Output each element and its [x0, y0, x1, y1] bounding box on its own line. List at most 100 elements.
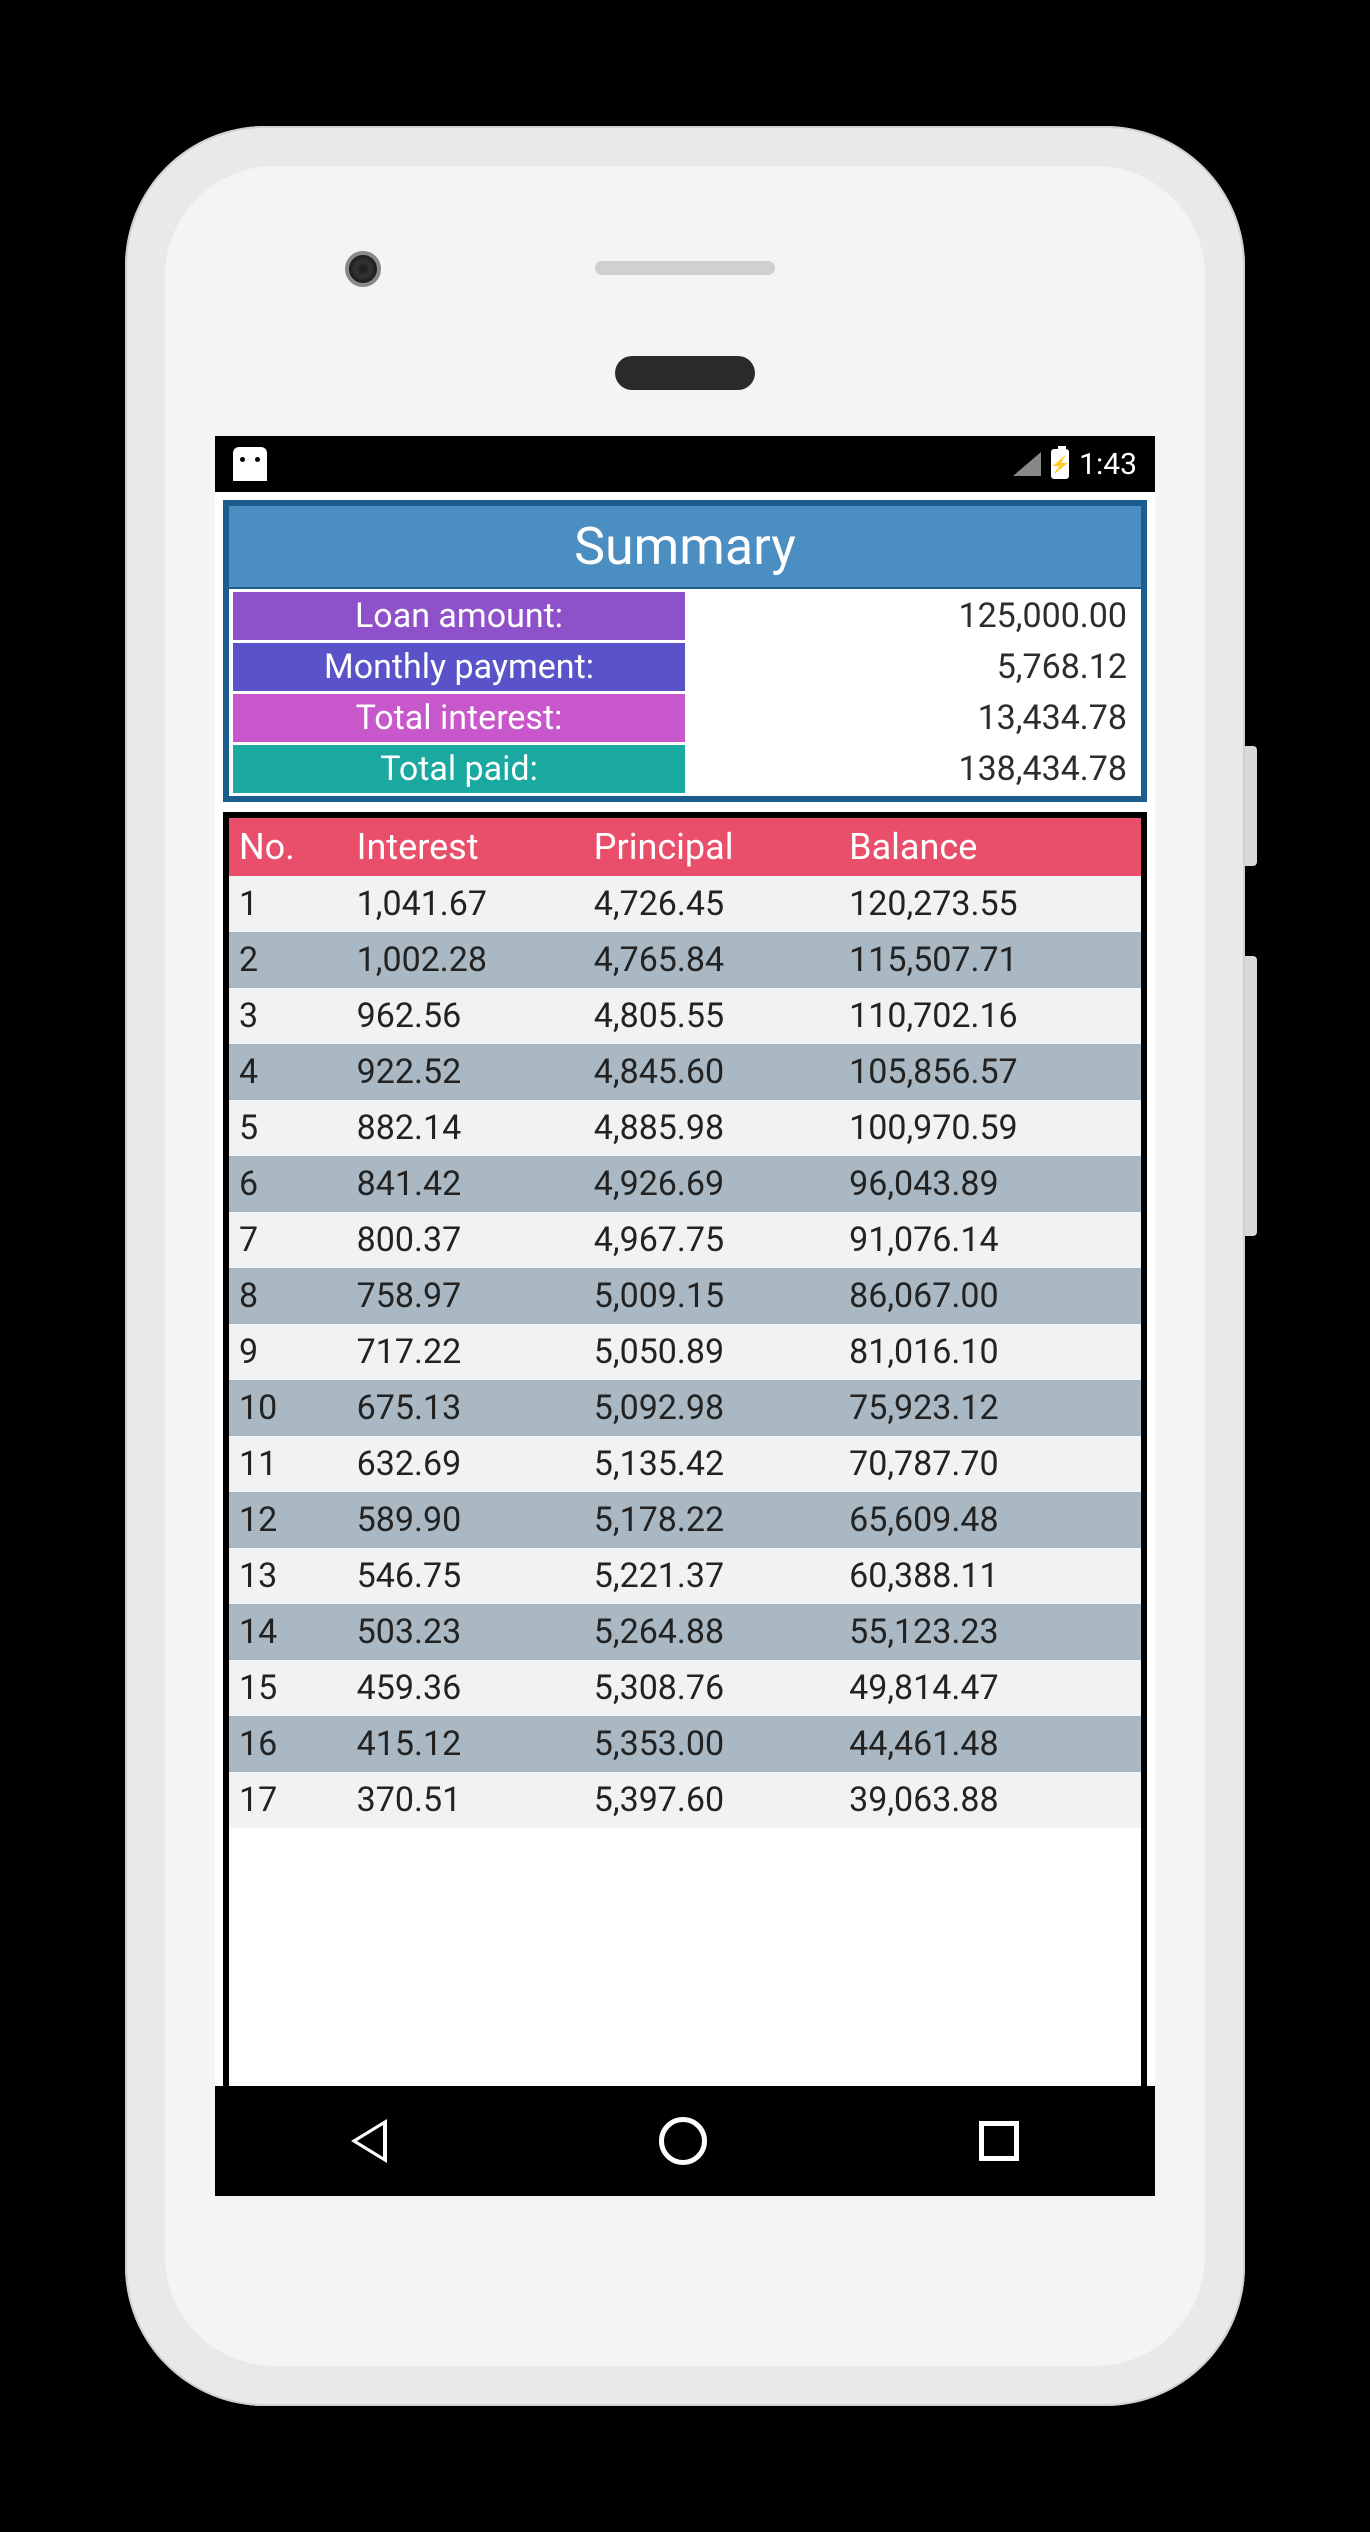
nav-back-button[interactable]: [351, 2119, 387, 2163]
table-cell: 86,067.00: [849, 1276, 1141, 1316]
table-cell: 5,308.76: [594, 1668, 849, 1708]
table-cell: 5,135.42: [594, 1444, 849, 1484]
table-row[interactable]: 21,002.284,765.84115,507.71: [229, 932, 1141, 988]
summary-value: 125,000.00: [685, 592, 1137, 640]
table-row[interactable]: 7800.374,967.7591,076.14: [229, 1212, 1141, 1268]
summary-label: Total paid:: [233, 745, 685, 793]
table-cell: 115,507.71: [849, 940, 1141, 980]
table-cell: 7: [229, 1220, 357, 1260]
table-row[interactable]: 3962.564,805.55110,702.16: [229, 988, 1141, 1044]
table-cell: 5,050.89: [594, 1332, 849, 1372]
table-cell: 60,388.11: [849, 1556, 1141, 1596]
android-debug-icon: [233, 447, 267, 481]
summary-row: Loan amount:125,000.00: [233, 592, 1137, 640]
nav-recent-button[interactable]: [979, 2121, 1019, 2161]
summary-row: Monthly payment:5,768.12: [233, 643, 1137, 691]
table-cell: 6: [229, 1164, 357, 1204]
table-cell: 4: [229, 1052, 357, 1092]
table-cell: 11: [229, 1444, 357, 1484]
table-cell: 503.23: [357, 1612, 594, 1652]
table-cell: 14: [229, 1612, 357, 1652]
table-row[interactable]: 5882.144,885.98100,970.59: [229, 1100, 1141, 1156]
table-row[interactable]: 8758.975,009.1586,067.00: [229, 1268, 1141, 1324]
table-cell: 4,926.69: [594, 1164, 849, 1204]
col-header-no: No.: [229, 826, 357, 868]
table-cell: 110,702.16: [849, 996, 1141, 1036]
table-cell: 459.36: [357, 1668, 594, 1708]
table-row[interactable]: 15459.365,308.7649,814.47: [229, 1660, 1141, 1716]
table-cell: 800.37: [357, 1220, 594, 1260]
summary-row: Total interest:13,434.78: [233, 694, 1137, 742]
table-cell: 717.22: [357, 1332, 594, 1372]
table-cell: 882.14: [357, 1108, 594, 1148]
table-row[interactable]: 17370.515,397.6039,063.88: [229, 1772, 1141, 1828]
nav-home-button[interactable]: [659, 2117, 707, 2165]
table-cell: 81,016.10: [849, 1332, 1141, 1372]
table-row[interactable]: 13546.755,221.3760,388.11: [229, 1548, 1141, 1604]
table-row[interactable]: 6841.424,926.6996,043.89: [229, 1156, 1141, 1212]
signal-icon: [1013, 452, 1041, 476]
col-header-balance: Balance: [849, 826, 1141, 868]
table-row[interactable]: 9717.225,050.8981,016.10: [229, 1324, 1141, 1380]
summary-label: Loan amount:: [233, 592, 685, 640]
android-nav-bar: [215, 2086, 1155, 2196]
table-cell: 5,178.22: [594, 1500, 849, 1540]
table-cell: 12: [229, 1500, 357, 1540]
table-row[interactable]: 11,041.674,726.45120,273.55: [229, 876, 1141, 932]
table-cell: 4,885.98: [594, 1108, 849, 1148]
table-cell: 49,814.47: [849, 1668, 1141, 1708]
table-cell: 5,009.15: [594, 1276, 849, 1316]
table-cell: 70,787.70: [849, 1444, 1141, 1484]
table-cell: 1,002.28: [357, 940, 594, 980]
table-cell: 841.42: [357, 1164, 594, 1204]
phone-power-button: [1245, 746, 1257, 866]
status-bar: ⚡ 1:43: [215, 436, 1155, 492]
summary-label: Total interest:: [233, 694, 685, 742]
table-cell: 16: [229, 1724, 357, 1764]
table-cell: 5,264.88: [594, 1612, 849, 1652]
table-cell: 962.56: [357, 996, 594, 1036]
phone-speaker-slit: [595, 261, 775, 275]
phone-camera: [345, 251, 381, 287]
summary-title: Summary: [229, 506, 1141, 589]
table-row[interactable]: 16415.125,353.0044,461.48: [229, 1716, 1141, 1772]
table-cell: 4,726.45: [594, 884, 849, 924]
summary-value: 138,434.78: [685, 745, 1137, 793]
summary-value: 5,768.12: [685, 643, 1137, 691]
app-content: Summary Loan amount:125,000.00Monthly pa…: [215, 492, 1155, 2086]
table-cell: 39,063.88: [849, 1780, 1141, 1820]
table-cell: 65,609.48: [849, 1500, 1141, 1540]
table-cell: 9: [229, 1332, 357, 1372]
table-cell: 3: [229, 996, 357, 1036]
amortization-table[interactable]: No. Interest Principal Balance 11,041.67…: [223, 812, 1147, 2086]
summary-value: 13,434.78: [685, 694, 1137, 742]
table-row[interactable]: 12589.905,178.2265,609.48: [229, 1492, 1141, 1548]
table-cell: 546.75: [357, 1556, 594, 1596]
table-cell: 91,076.14: [849, 1220, 1141, 1260]
table-row[interactable]: 11632.695,135.4270,787.70: [229, 1436, 1141, 1492]
table-cell: 5,353.00: [594, 1724, 849, 1764]
table-cell: 55,123.23: [849, 1612, 1141, 1652]
battery-charging-icon: ⚡: [1051, 449, 1069, 479]
table-cell: 44,461.48: [849, 1724, 1141, 1764]
summary-row: Total paid:138,434.78: [233, 745, 1137, 793]
table-cell: 758.97: [357, 1276, 594, 1316]
table-cell: 1,041.67: [357, 884, 594, 924]
table-cell: 1: [229, 884, 357, 924]
phone-frame: ⚡ 1:43 Summary Loan amount:125,000.00Mon…: [125, 126, 1245, 2406]
table-cell: 4,805.55: [594, 996, 849, 1036]
table-cell: 8: [229, 1276, 357, 1316]
table-cell: 4,845.60: [594, 1052, 849, 1092]
table-cell: 4,967.75: [594, 1220, 849, 1260]
summary-label: Monthly payment:: [233, 643, 685, 691]
table-cell: 5: [229, 1108, 357, 1148]
table-cell: 100,970.59: [849, 1108, 1141, 1148]
table-cell: 17: [229, 1780, 357, 1820]
table-row[interactable]: 10675.135,092.9875,923.12: [229, 1380, 1141, 1436]
table-cell: 15: [229, 1668, 357, 1708]
phone-screen: ⚡ 1:43 Summary Loan amount:125,000.00Mon…: [215, 436, 1155, 2196]
table-row[interactable]: 4922.524,845.60105,856.57: [229, 1044, 1141, 1100]
table-row[interactable]: 14503.235,264.8855,123.23: [229, 1604, 1141, 1660]
table-cell: 5,397.60: [594, 1780, 849, 1820]
table-cell: 675.13: [357, 1388, 594, 1428]
